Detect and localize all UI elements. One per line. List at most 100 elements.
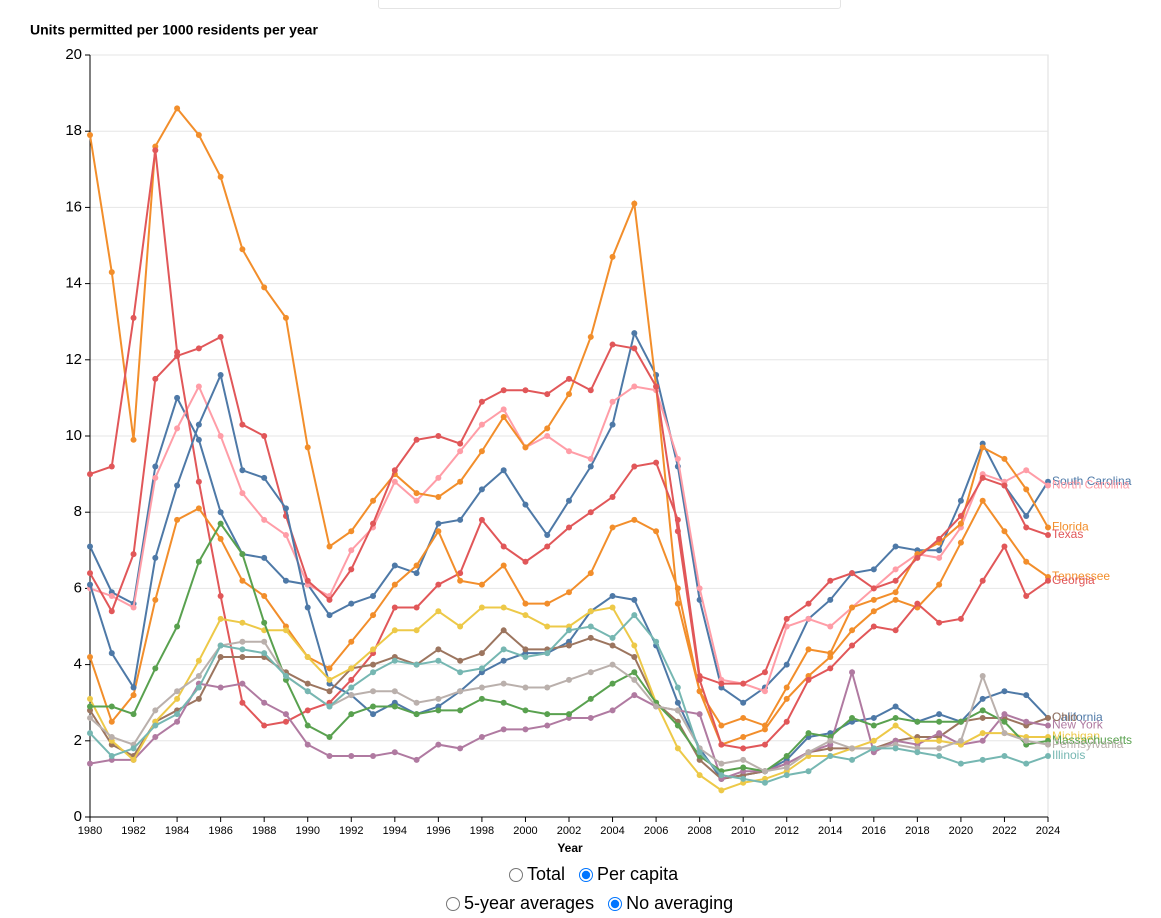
data-point xyxy=(957,760,964,767)
radio[interactable] xyxy=(608,896,623,911)
data-point xyxy=(239,638,246,645)
data-point xyxy=(979,577,986,584)
data-point xyxy=(500,413,507,420)
data-point xyxy=(348,684,355,691)
data-point xyxy=(217,593,224,600)
data-point xyxy=(696,688,703,695)
data-point xyxy=(348,692,355,699)
data-point xyxy=(957,718,964,725)
data-point xyxy=(653,459,660,466)
data-point xyxy=(979,714,986,721)
averaging-option[interactable]: 5-year averages xyxy=(446,893,594,914)
data-point xyxy=(979,474,986,481)
data-point xyxy=(674,745,681,752)
data-point xyxy=(587,634,594,641)
data-point xyxy=(174,688,181,695)
series-label: Florida xyxy=(1052,520,1089,534)
data-point xyxy=(979,497,986,504)
measure-option[interactable]: Per capita xyxy=(579,864,678,885)
data-point xyxy=(391,703,398,710)
data-point xyxy=(217,653,224,660)
data-point xyxy=(849,642,856,649)
data-point xyxy=(740,764,747,771)
data-point xyxy=(870,722,877,729)
data-point xyxy=(261,284,268,291)
data-point xyxy=(761,688,768,695)
data-point xyxy=(522,612,529,619)
data-point xyxy=(87,581,93,588)
data-point xyxy=(1045,741,1051,748)
data-point xyxy=(348,753,355,760)
data-point xyxy=(522,684,529,691)
data-point xyxy=(435,528,442,535)
series-label: New York xyxy=(1052,718,1104,732)
data-point xyxy=(609,253,616,260)
data-point xyxy=(827,623,834,630)
data-point xyxy=(282,627,289,634)
data-point xyxy=(261,554,268,561)
data-point xyxy=(457,478,464,485)
data-point xyxy=(761,669,768,676)
data-point xyxy=(566,497,572,504)
data-point xyxy=(217,684,224,691)
data-point xyxy=(370,661,377,668)
averaging-option[interactable]: No averaging xyxy=(608,893,733,914)
data-point xyxy=(130,711,137,718)
data-point xyxy=(391,657,398,664)
data-point xyxy=(783,661,790,668)
data-point xyxy=(914,718,921,725)
data-point xyxy=(326,688,333,695)
data-point xyxy=(805,768,812,775)
data-point xyxy=(609,634,616,641)
series-label: Illinois xyxy=(1052,748,1085,762)
y-tick-label: 0 xyxy=(74,808,82,825)
data-point xyxy=(217,615,224,622)
data-point xyxy=(674,684,681,691)
data-point xyxy=(566,627,572,634)
data-point xyxy=(653,383,660,390)
data-point xyxy=(304,680,311,687)
data-point xyxy=(87,132,93,139)
data-point xyxy=(130,436,137,443)
data-point xyxy=(174,352,181,359)
data-point xyxy=(261,650,268,657)
data-point xyxy=(566,391,572,398)
radio[interactable] xyxy=(446,896,460,911)
data-point xyxy=(849,669,856,676)
data-point xyxy=(740,699,747,706)
data-point xyxy=(478,733,485,740)
y-tick-label: 12 xyxy=(65,351,82,368)
data-point xyxy=(195,505,202,512)
data-point xyxy=(740,745,747,752)
x-tick-label: 2020 xyxy=(949,825,973,837)
data-point xyxy=(957,737,964,744)
radio[interactable] xyxy=(579,867,594,882)
data-point xyxy=(631,463,638,470)
data-point xyxy=(522,726,529,733)
data-point xyxy=(195,345,202,352)
data-point xyxy=(544,532,551,539)
data-point xyxy=(587,570,594,577)
data-point xyxy=(892,627,899,634)
radio[interactable] xyxy=(509,867,523,882)
data-point xyxy=(348,638,355,645)
data-point xyxy=(544,425,551,432)
measure-option[interactable]: Total xyxy=(509,864,565,885)
data-point xyxy=(174,482,181,489)
data-point xyxy=(674,528,681,535)
data-point xyxy=(174,105,181,112)
data-point xyxy=(544,623,551,630)
data-point xyxy=(304,707,311,714)
data-point xyxy=(435,493,442,500)
data-point xyxy=(239,699,246,706)
data-point xyxy=(457,745,464,752)
data-point xyxy=(261,722,268,729)
x-tick-label: 1986 xyxy=(208,825,232,837)
data-point xyxy=(566,711,572,718)
data-point xyxy=(413,661,420,668)
data-point xyxy=(152,375,159,382)
data-point xyxy=(239,646,246,653)
data-point xyxy=(979,737,986,744)
data-point xyxy=(457,440,464,447)
